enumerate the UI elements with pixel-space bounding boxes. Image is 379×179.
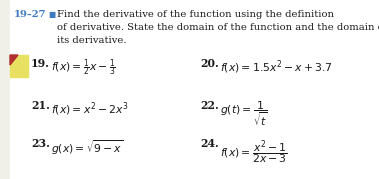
- Text: $\mathit{g(t) = }\dfrac{1}{\sqrt{t}}$: $\mathit{g(t) = }\dfrac{1}{\sqrt{t}}$: [220, 100, 268, 128]
- Text: Find the derivative of the function using the definition: Find the derivative of the function usin…: [57, 10, 334, 19]
- Text: $\mathit{g(x) = }\sqrt{9-x}$: $\mathit{g(x) = }\sqrt{9-x}$: [51, 138, 124, 157]
- Text: 22.: 22.: [200, 100, 219, 111]
- Bar: [10, 55, 28, 77]
- Polygon shape: [10, 55, 18, 65]
- Text: its derivative.: its derivative.: [57, 36, 127, 45]
- Text: $\mathit{f(x) = }x^2 - 2x^3$: $\mathit{f(x) = }x^2 - 2x^3$: [51, 100, 128, 118]
- Text: ■: ■: [48, 10, 55, 19]
- Text: $\mathit{f(x) = }1.5x^2 - x + 3.7$: $\mathit{f(x) = }1.5x^2 - x + 3.7$: [220, 58, 332, 76]
- Text: 19.: 19.: [31, 58, 50, 69]
- Text: 19–27: 19–27: [14, 10, 47, 19]
- Text: of derivative. State the domain of the function and the domain of: of derivative. State the domain of the f…: [57, 23, 379, 32]
- Text: 24.: 24.: [200, 138, 219, 149]
- Text: 23.: 23.: [31, 138, 50, 149]
- Text: $\mathit{f(x) = }\dfrac{x^2-1}{2x-3}$: $\mathit{f(x) = }\dfrac{x^2-1}{2x-3}$: [220, 138, 288, 166]
- Text: 20.: 20.: [200, 58, 219, 69]
- Text: 21.: 21.: [31, 100, 50, 111]
- Text: $\mathit{f(x) = }\frac{1}{2}x - \frac{1}{3}$: $\mathit{f(x) = }\frac{1}{2}x - \frac{1}…: [51, 58, 116, 79]
